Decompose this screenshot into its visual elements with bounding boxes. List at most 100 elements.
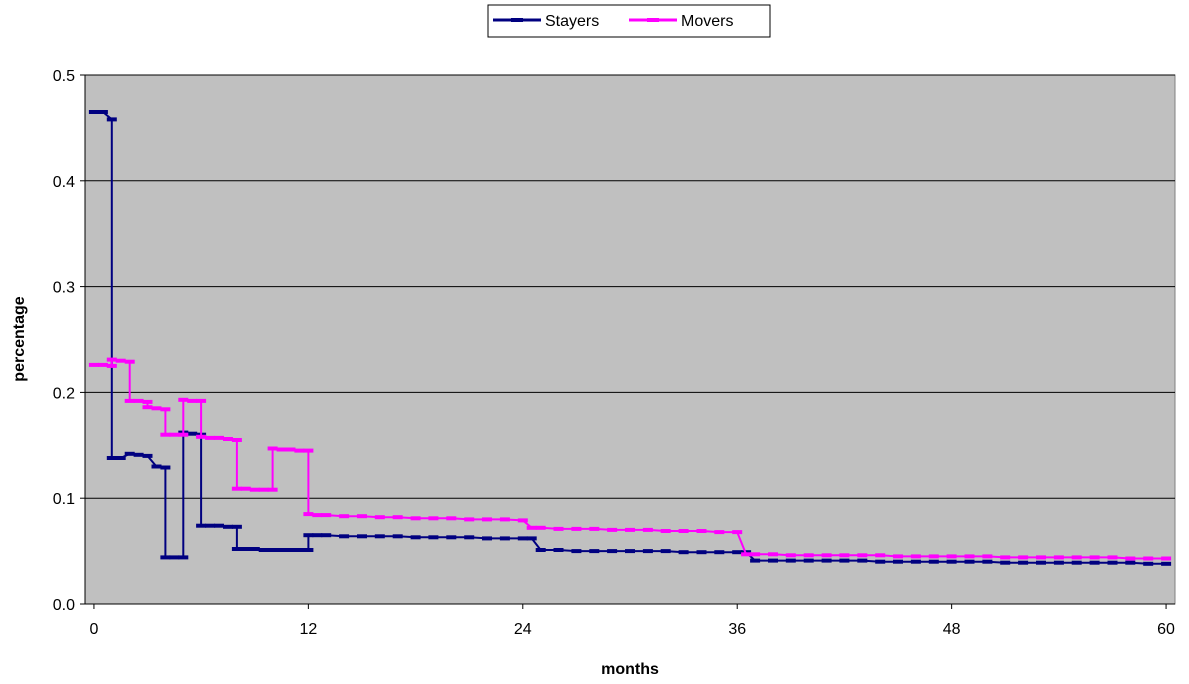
data-point-stayers — [321, 533, 332, 538]
data-point-movers — [267, 446, 278, 451]
data-point-stayers — [267, 548, 278, 552]
data-point-movers — [321, 513, 332, 518]
data-point-movers — [312, 513, 323, 518]
data-point-movers — [231, 438, 242, 442]
data-point-movers — [517, 518, 528, 523]
data-point-stayers — [526, 536, 537, 541]
data-point-movers — [499, 517, 510, 522]
data-point-movers — [285, 447, 296, 452]
x-tick-label-4: 48 — [943, 621, 961, 638]
data-point-movers — [160, 432, 171, 437]
data-point-stayers — [312, 533, 323, 538]
data-point-movers — [1125, 556, 1136, 561]
data-point-movers — [821, 553, 832, 558]
y-tick-label-4: 0.4 — [53, 174, 75, 191]
legend-marker-movers — [647, 18, 659, 22]
y-axis-title: percentage — [11, 296, 28, 381]
data-point-stayers — [205, 523, 216, 528]
data-point-stayers — [240, 547, 251, 551]
legend-marker-stayers — [511, 18, 523, 22]
data-point-stayers — [106, 117, 117, 122]
data-point-movers — [750, 552, 761, 557]
data-point-movers — [392, 515, 403, 520]
axes — [80, 74, 1175, 609]
data-point-movers — [160, 407, 171, 412]
data-point-stayers — [1018, 560, 1029, 565]
data-point-stayers — [214, 523, 224, 528]
data-point-stayers — [535, 548, 546, 552]
data-point-stayers — [696, 550, 707, 555]
data-point-movers — [151, 406, 162, 411]
data-point-movers — [678, 529, 689, 533]
data-point-stayers — [1089, 560, 1100, 565]
data-point-stayers — [124, 451, 135, 456]
data-point-movers — [196, 398, 207, 403]
data-point-stayers — [160, 555, 171, 560]
data-point-movers — [214, 435, 224, 440]
data-point-stayers — [142, 453, 153, 458]
data-point-stayers — [1000, 560, 1011, 565]
data-point-movers — [589, 526, 600, 531]
data-point-movers — [124, 398, 135, 403]
y-tick-label-3: 0.3 — [53, 280, 75, 297]
legend-label-stayers: Stayers — [545, 13, 599, 30]
legend-label-movers: Movers — [681, 13, 733, 30]
data-point-movers — [178, 432, 189, 437]
data-point-stayers — [303, 533, 314, 538]
data-point-movers — [875, 553, 886, 558]
data-point-stayers — [607, 549, 618, 554]
data-point-stayers — [964, 559, 975, 564]
data-point-stayers — [392, 534, 403, 539]
data-point-movers — [526, 525, 537, 530]
data-point-stayers — [499, 536, 510, 541]
data-point-movers — [124, 359, 135, 364]
data-point-stayers — [446, 535, 457, 540]
data-point-movers — [1053, 555, 1064, 560]
data-point-movers — [946, 554, 957, 559]
data-point-stayers — [106, 456, 117, 460]
data-point-movers — [714, 530, 725, 535]
data-point-stayers — [357, 534, 367, 539]
data-point-movers — [223, 437, 233, 441]
data-point-movers — [1161, 556, 1172, 561]
data-point-stayers — [857, 558, 868, 563]
y-tick-label-0: 0.0 — [53, 597, 75, 614]
data-point-movers — [1107, 555, 1118, 560]
data-point-movers — [839, 553, 850, 558]
data-point-stayers — [1161, 561, 1172, 566]
data-point-movers — [106, 363, 117, 368]
data-point-movers — [1018, 555, 1029, 560]
data-point-stayers — [258, 548, 269, 552]
y-tick-label-5: 0.5 — [53, 68, 75, 85]
data-point-stayers — [1143, 561, 1154, 566]
data-point-stayers — [1125, 560, 1136, 565]
data-point-stayers — [223, 524, 233, 529]
data-point-movers — [785, 553, 796, 558]
data-point-movers — [803, 553, 814, 558]
data-point-movers — [258, 487, 269, 492]
data-point-movers — [642, 527, 653, 532]
data-point-stayers — [660, 549, 671, 554]
data-point-stayers — [88, 110, 99, 114]
data-point-stayers — [1053, 560, 1064, 565]
data-point-movers — [294, 448, 305, 453]
data-point-movers — [231, 486, 242, 491]
data-point-stayers — [133, 452, 144, 457]
x-tick-label-3: 36 — [728, 621, 746, 638]
data-point-movers — [374, 515, 385, 520]
x-tick-label-1: 12 — [299, 621, 317, 638]
data-point-stayers — [97, 110, 108, 114]
data-point-movers — [357, 514, 367, 519]
gridlines — [85, 74, 1175, 499]
data-point-movers — [1036, 555, 1046, 560]
data-point-movers — [1071, 555, 1082, 560]
data-point-stayers — [714, 550, 725, 555]
data-point-stayers — [115, 456, 126, 460]
data-point-movers — [446, 516, 457, 521]
data-point-stayers — [839, 558, 850, 563]
data-point-movers — [142, 405, 153, 410]
data-point-stayers — [160, 465, 171, 470]
data-point-movers — [857, 553, 868, 558]
data-point-movers — [205, 435, 216, 440]
data-point-stayers — [928, 559, 939, 564]
